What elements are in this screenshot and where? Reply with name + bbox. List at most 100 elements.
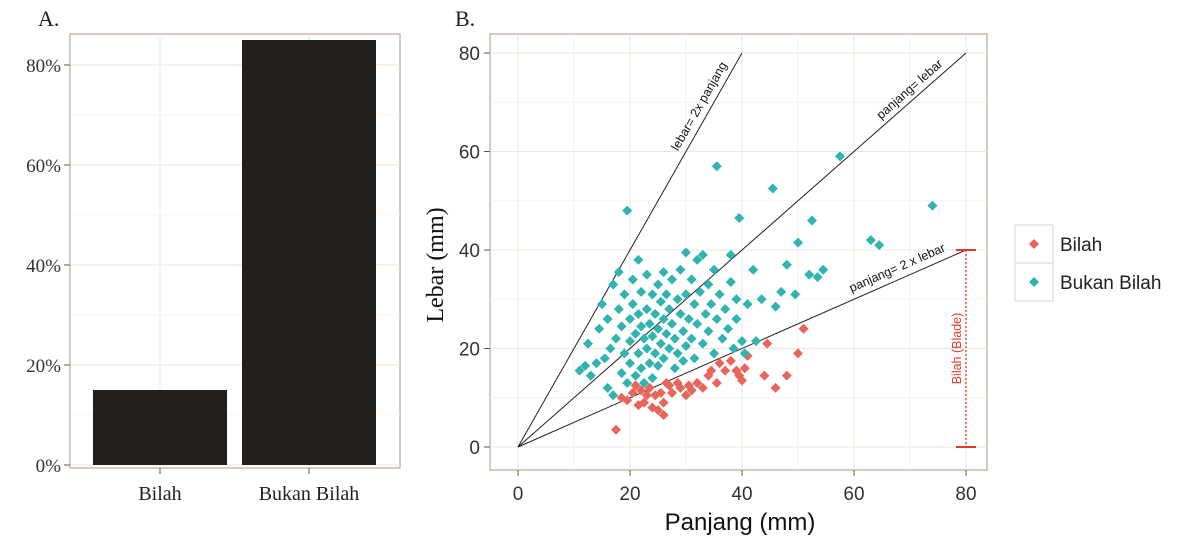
panel-b-range-marker: Bilah (Blade) — [950, 249, 976, 448]
point-bilah — [658, 397, 669, 408]
point-bukan-bilah — [706, 299, 717, 310]
point-bukan-bilah — [633, 348, 644, 359]
point-bukan-bilah — [781, 259, 792, 270]
point-bukan-bilah — [692, 318, 703, 329]
point-bukan-bilah — [697, 338, 708, 349]
point-bukan-bilah — [874, 240, 885, 251]
point-bukan-bilah — [731, 313, 742, 324]
point-bukan-bilah — [725, 249, 736, 260]
point-bukan-bilah — [619, 289, 630, 300]
point-bukan-bilah — [756, 294, 767, 305]
point-bukan-bilah — [790, 289, 801, 300]
point-bukan-bilah — [608, 390, 619, 401]
point-bilah — [725, 355, 736, 366]
point-bukan-bilah — [742, 299, 753, 310]
point-bukan-bilah — [686, 333, 697, 344]
y-tick-label: 0% — [36, 456, 62, 477]
point-bilah — [692, 377, 703, 388]
point-bukan-bilah — [647, 373, 658, 384]
point-bukan-bilah — [613, 304, 624, 315]
y-tick-label: 0 — [469, 438, 480, 459]
point-bilah — [622, 395, 633, 406]
point-bukan-bilah — [636, 363, 647, 374]
point-bukan-bilah — [658, 313, 669, 324]
point-bilah — [627, 387, 638, 398]
point-bukan-bilah — [703, 326, 714, 337]
point-bilah — [630, 380, 641, 391]
point-bukan-bilah — [689, 353, 700, 364]
y-axis-title: Lebar (mm) — [423, 207, 449, 322]
point-bukan-bilah — [714, 289, 725, 300]
point-bukan-bilah — [835, 151, 845, 162]
y-tick-label: 60% — [26, 156, 61, 177]
point-bilah — [653, 405, 663, 416]
point-bukan-bilah — [717, 333, 728, 344]
point-bilah — [636, 385, 647, 396]
y-tick-label: 40 — [459, 241, 480, 262]
point-bukan-bilah — [751, 336, 761, 347]
point-bukan-bilah — [709, 348, 719, 359]
point-bukan-bilah — [667, 274, 677, 285]
point-bilah — [762, 338, 773, 349]
point-bilah — [641, 390, 652, 401]
point-bilah — [798, 323, 809, 334]
point-bukan-bilah — [616, 368, 627, 379]
x-tick-label: Bukan Bilah — [259, 483, 360, 505]
point-bukan-bilah — [641, 304, 652, 315]
point-bukan-bilah — [723, 323, 733, 334]
panel-a-x-axis: Bilah Bukan Bilah — [138, 468, 359, 505]
bar-bukan-bilah — [242, 40, 376, 465]
point-bilah — [681, 390, 691, 401]
point-bilah — [664, 380, 675, 391]
x-tick-label: 0 — [513, 484, 524, 505]
point-bukan-bilah — [599, 353, 610, 364]
legend-swatch — [1029, 277, 1039, 287]
point-bukan-bilah — [613, 267, 624, 278]
point-bukan-bilah — [658, 353, 669, 364]
y-tick-label: 40% — [26, 256, 61, 277]
point-bukan-bilah — [633, 309, 644, 320]
legend-label: Bukan Bilah — [1060, 273, 1161, 294]
point-bukan-bilah — [725, 277, 736, 288]
point-bilah — [770, 382, 781, 393]
point-bukan-bilah — [641, 343, 652, 354]
point-bukan-bilah — [669, 333, 680, 344]
point-bukan-bilah — [594, 323, 605, 334]
point-bilah — [793, 348, 803, 359]
y-tick-label: 60 — [459, 143, 480, 164]
reference-line — [517, 52, 743, 448]
x-axis-title: Panjang (mm) — [665, 509, 816, 536]
point-bukan-bilah — [619, 348, 630, 359]
point-bukan-bilah — [728, 343, 739, 354]
point-bukan-bilah — [627, 274, 638, 285]
point-bukan-bilah — [650, 309, 661, 320]
point-bilah — [737, 375, 747, 386]
point-bukan-bilah — [647, 331, 658, 342]
point-bukan-bilah — [709, 264, 719, 275]
point-bukan-bilah — [622, 205, 633, 216]
point-bilah — [655, 387, 666, 398]
point-bukan-bilah — [711, 313, 722, 324]
point-bukan-bilah — [661, 328, 672, 339]
point-bilah — [706, 365, 717, 376]
point-bukan-bilah — [678, 326, 689, 337]
point-bukan-bilah — [639, 377, 649, 388]
point-bukan-bilah — [644, 358, 655, 369]
point-bilah — [644, 382, 655, 393]
point-bukan-bilah — [675, 309, 686, 320]
point-bukan-bilah — [655, 296, 666, 307]
panel-b-plot-frame — [489, 33, 988, 471]
point-bukan-bilah — [583, 338, 593, 349]
point-bukan-bilah — [678, 355, 689, 366]
point-bukan-bilah — [927, 200, 938, 211]
point-bukan-bilah — [625, 336, 635, 347]
point-bukan-bilah — [703, 279, 714, 290]
point-bilah — [739, 363, 750, 374]
point-bukan-bilah — [616, 321, 627, 332]
x-tick-label: Bilah — [138, 483, 181, 505]
point-bukan-bilah — [675, 264, 686, 275]
point-bukan-bilah — [720, 304, 731, 315]
point-bukan-bilah — [700, 309, 711, 320]
bar-bilah — [93, 390, 227, 465]
